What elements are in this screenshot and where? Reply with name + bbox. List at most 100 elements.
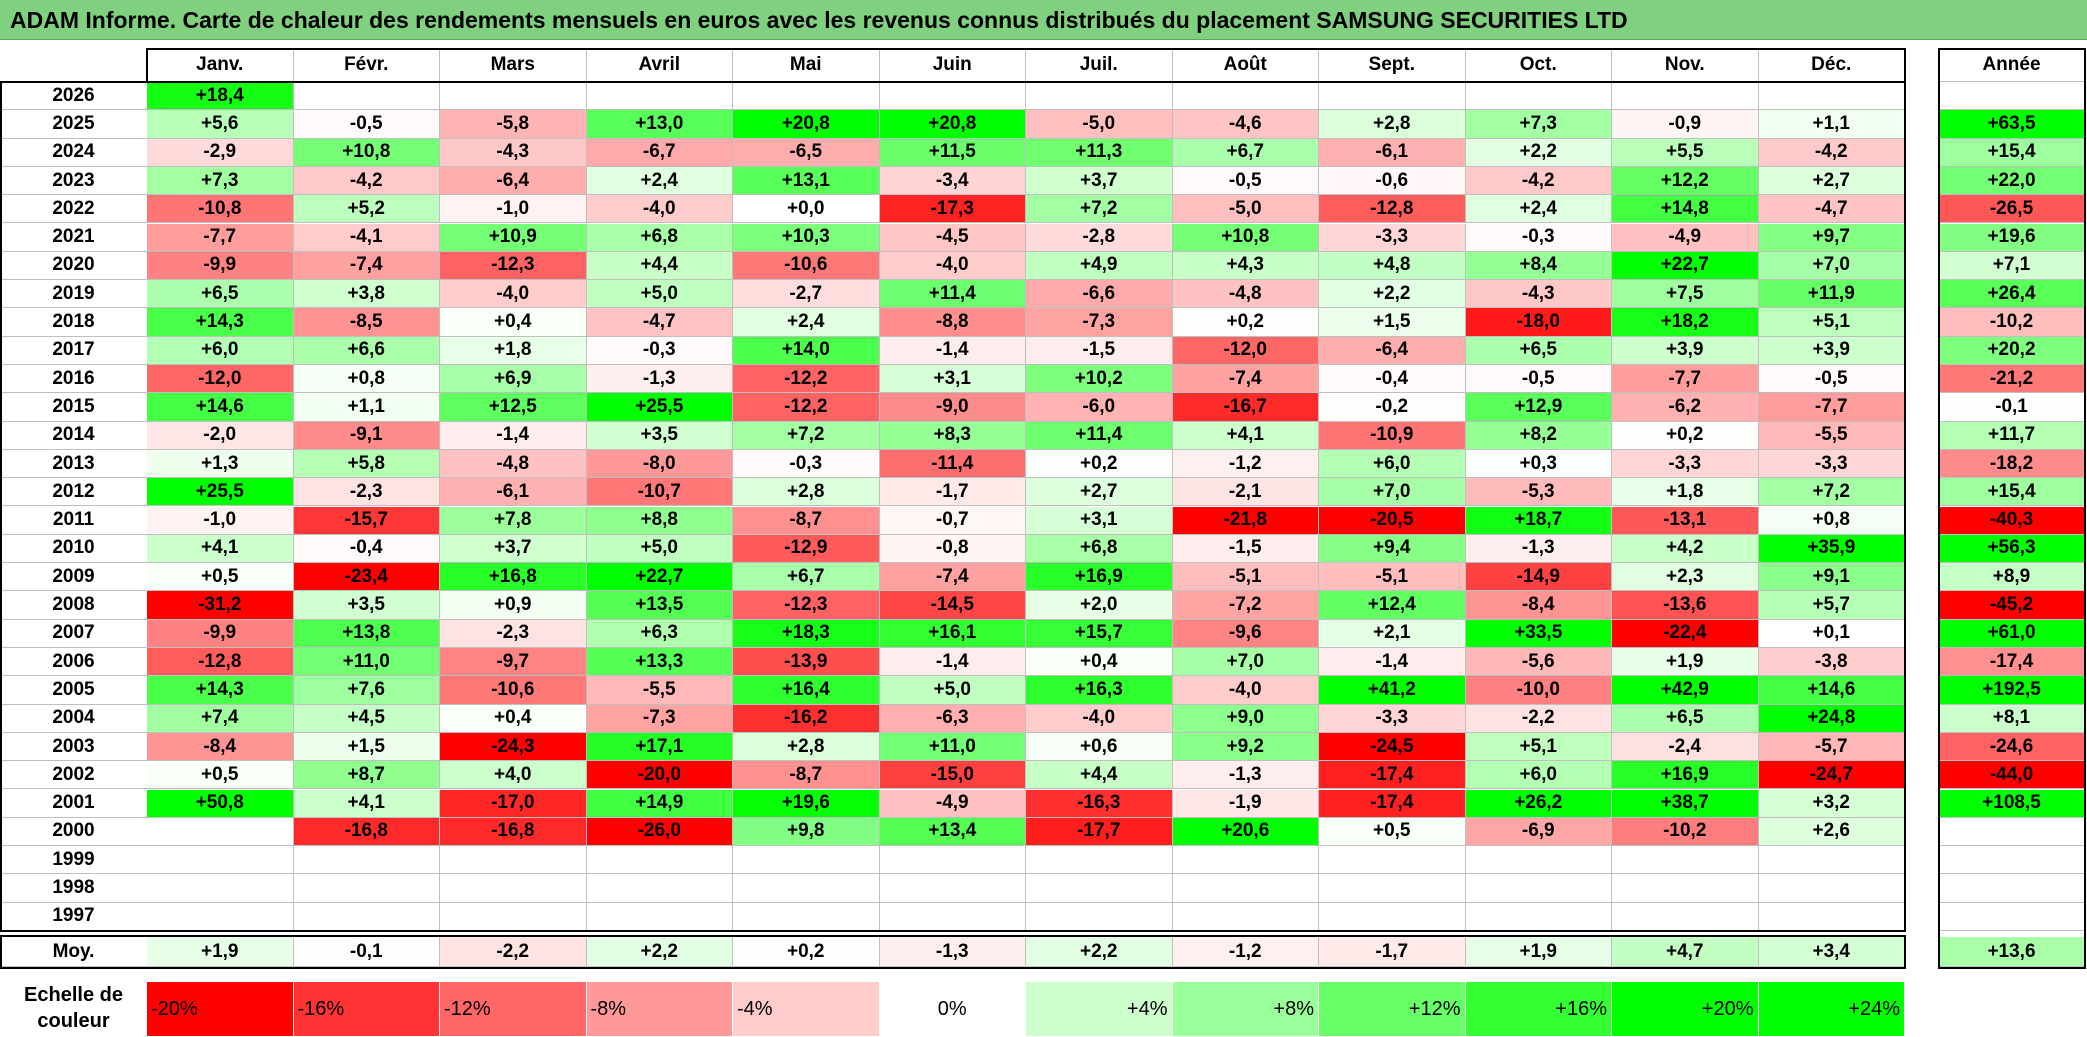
- heatmap-cell: +6,0: [147, 336, 294, 365]
- year-label: 2000: [0, 817, 147, 847]
- heatmap-cell: -3,8: [1758, 648, 1905, 677]
- heatmap-cell: +3,1: [879, 365, 1026, 394]
- heatmap-cell: -5,5: [586, 676, 733, 705]
- scale-step: -16%: [293, 982, 440, 1036]
- month-header: Août: [1172, 49, 1319, 82]
- heatmap-cell: -1,2: [1172, 449, 1319, 479]
- heatmap-cell: -1,4: [1319, 648, 1466, 677]
- scale-label: Echelle de couleur: [24, 984, 123, 1032]
- heatmap-cell: +11,4: [879, 280, 1026, 309]
- heatmap-cell: +10,3: [733, 223, 880, 252]
- heatmap-cell: +5,7: [1758, 591, 1905, 620]
- heatmap-cell: -5,5: [1758, 421, 1905, 450]
- average-cell: +1,9: [1465, 937, 1612, 967]
- scale-step: -8%: [586, 982, 733, 1036]
- average-cell: +4,7: [1612, 937, 1759, 967]
- year-label: 2002: [0, 761, 147, 790]
- year-label: 2007: [0, 619, 147, 648]
- heatmap-cell: +14,6: [147, 393, 294, 422]
- heatmap-cell: +0,4: [1026, 648, 1173, 677]
- heatmap-cell: -4,1: [293, 223, 440, 252]
- heatmap-cell: -1,0: [440, 195, 587, 224]
- heatmap-cell: +4,1: [147, 534, 294, 564]
- heatmap-cell: +13,3: [586, 648, 733, 677]
- month-header: Sept.: [1319, 49, 1466, 82]
- heatmap-cell: +6,0: [1465, 761, 1612, 790]
- heatmap-cell: [147, 846, 294, 875]
- heatmap-cell: +2,4: [586, 166, 733, 196]
- heatmap-cell: +3,8: [293, 280, 440, 309]
- scale-step: +24%: [1758, 982, 1905, 1036]
- heatmap-cell: -5,8: [440, 110, 587, 139]
- heatmap-cell: -12,2: [733, 365, 880, 394]
- heatmap-cell: -0,8: [879, 534, 1026, 564]
- heatmap-cell: -12,3: [440, 251, 587, 281]
- heatmap-cell: +2,7: [1758, 166, 1905, 196]
- heatmap-cell: [1758, 902, 1905, 931]
- heatmap-cell: +16,4: [733, 676, 880, 705]
- heatmap-cell: +1,5: [293, 732, 440, 762]
- heatmap-cell: [440, 902, 587, 931]
- heatmap-cell: -2,1: [1172, 478, 1319, 507]
- year-label: 2009: [0, 563, 147, 592]
- heatmap-cell: +2,7: [1026, 478, 1173, 507]
- heatmap-cell: +10,8: [293, 138, 440, 167]
- heatmap-cell: +13,0: [586, 110, 733, 139]
- year-label: 2020: [0, 251, 147, 281]
- heatmap-cell: +14,6: [1758, 676, 1905, 705]
- heatmap-cell: -3,3: [1612, 449, 1759, 479]
- heatmap-cell: -17,3: [879, 195, 1026, 224]
- heatmap-cell: +14,8: [1612, 195, 1759, 224]
- month-header: Mars: [440, 49, 587, 82]
- heatmap-cell: -10,0: [1465, 676, 1612, 705]
- heatmap-cell: [293, 874, 440, 903]
- annual-cell: +61,0: [1939, 619, 2085, 648]
- heatmap-cell: [733, 902, 880, 931]
- heatmap-cell: -7,7: [1758, 393, 1905, 422]
- heatmap-cell: -3,3: [1319, 223, 1466, 252]
- heatmap-cell: -2,3: [293, 478, 440, 507]
- heatmap-cell: [879, 902, 1026, 931]
- heatmap-cell: -4,2: [1758, 138, 1905, 167]
- heatmap-cell: -7,2: [1172, 591, 1319, 620]
- heatmap-cell: +0,2: [1172, 308, 1319, 337]
- heatmap-cell: +11,9: [1758, 280, 1905, 309]
- heatmap-cell: +22,7: [1612, 251, 1759, 281]
- heatmap-cell: -12,8: [147, 648, 294, 677]
- annual-cell: -44,0: [1939, 761, 2085, 790]
- heatmap-cell: +9,8: [733, 817, 880, 847]
- heatmap-cell: +4,2: [1612, 534, 1759, 564]
- heatmap-cell: [879, 874, 1026, 903]
- title-bar: ADAM Informe. Carte de chaleur des rende…: [0, 0, 2087, 40]
- heatmap-cell: -5,1: [1172, 563, 1319, 592]
- heatmap-cell: +0,6: [1026, 732, 1173, 762]
- heatmap-cell: -17,4: [1319, 789, 1466, 818]
- heatmap-cell: [440, 82, 587, 111]
- heatmap-cell: -7,3: [1026, 308, 1173, 337]
- heatmap-cell: -1,3: [1172, 761, 1319, 790]
- annual-cell: +22,0: [1939, 166, 2085, 196]
- annual-cell: -40,3: [1939, 506, 2085, 535]
- heatmap-cell: +19,6: [733, 789, 880, 818]
- heatmap-cell: -0,2: [1319, 393, 1466, 422]
- heatmap-cell: +16,9: [1026, 563, 1173, 592]
- heatmap-cell: +18,7: [1465, 506, 1612, 535]
- heatmap-cell: -13,6: [1612, 591, 1759, 620]
- heatmap-cell: [586, 874, 733, 903]
- heatmap-cell: +25,5: [147, 478, 294, 507]
- year-label: 2023: [0, 166, 147, 196]
- heatmap-cell: -10,2: [1612, 817, 1759, 847]
- annual-cell: [1939, 82, 2085, 111]
- heatmap-cell: -9,1: [293, 421, 440, 450]
- heatmap-cell: +0,2: [1612, 421, 1759, 450]
- average-cell: -0,1: [293, 937, 440, 967]
- heatmap-cell: +11,4: [1026, 421, 1173, 450]
- heatmap-cell: +2,3: [1612, 563, 1759, 592]
- month-header: Avril: [586, 49, 733, 82]
- heatmap-cell: [293, 846, 440, 875]
- year-label: 2025: [0, 110, 147, 139]
- average-cell: -2,2: [440, 937, 587, 967]
- heatmap-cell: +5,1: [1758, 308, 1905, 337]
- heatmap-cell: [1465, 846, 1612, 875]
- heatmap-cell: -1,3: [586, 365, 733, 394]
